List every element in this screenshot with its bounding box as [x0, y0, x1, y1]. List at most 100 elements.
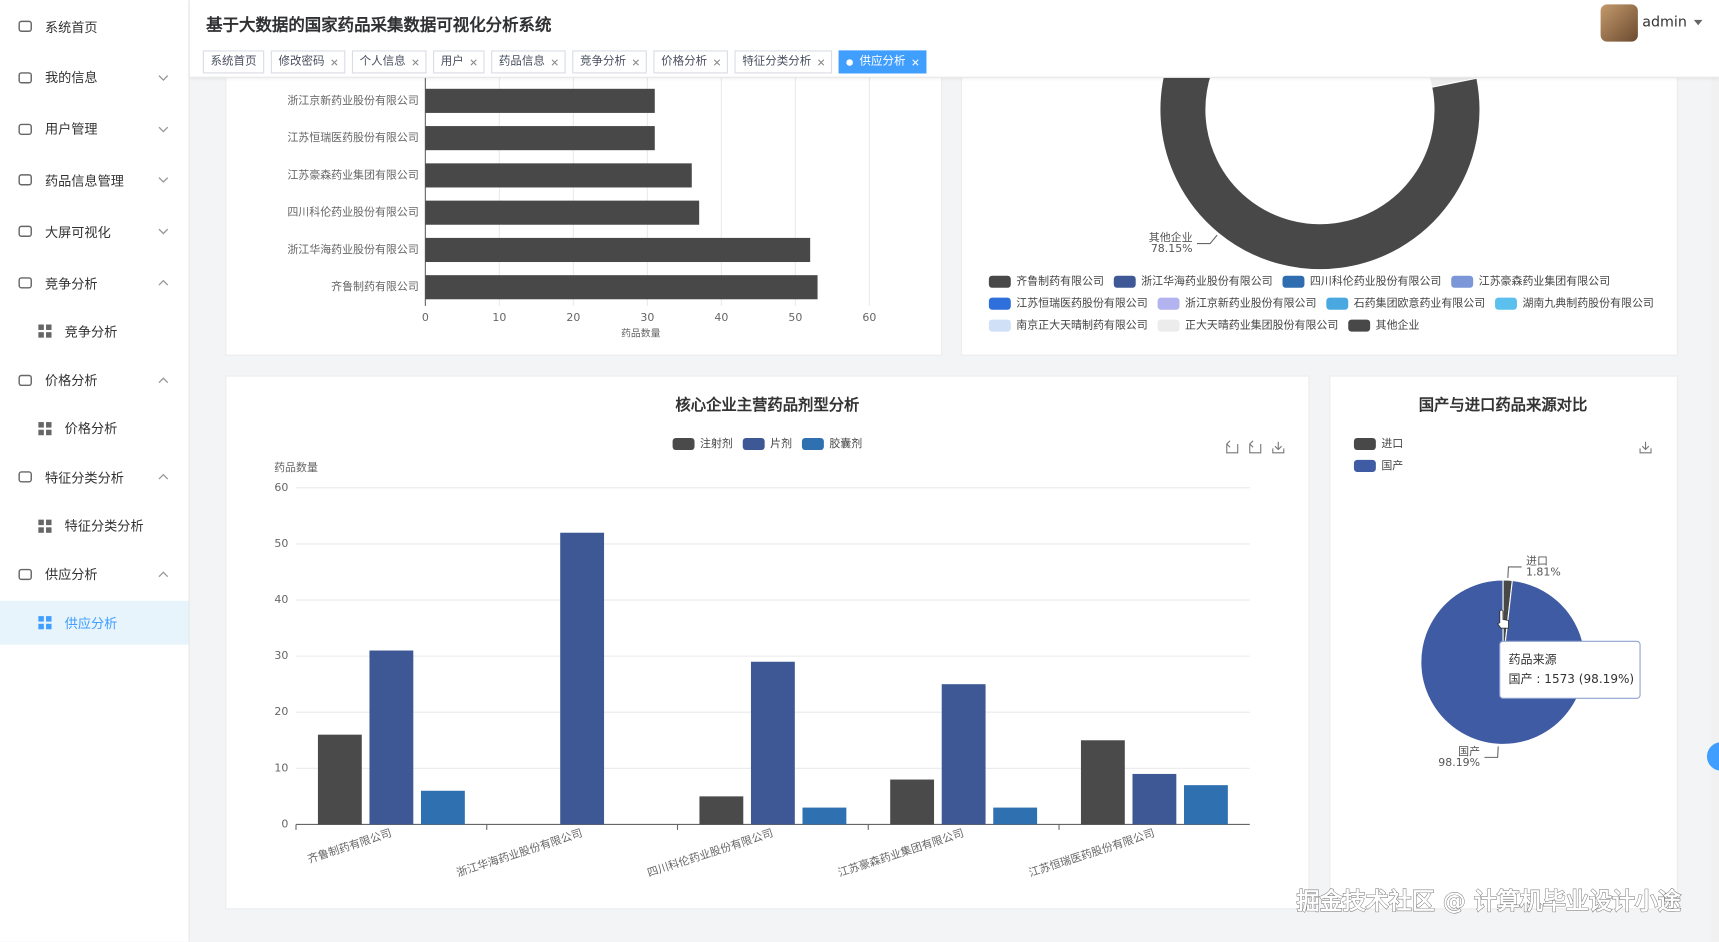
legend-swatch [988, 275, 1011, 288]
menu-label[interactable]: 药品信息管理 [44, 173, 124, 189]
bar [1132, 773, 1177, 825]
legend-label: 江苏恒瑞医药股份有限公司 [1016, 296, 1147, 310]
tab-label[interactable]: 系统首页 [210, 54, 257, 68]
watermark: 掘金技术社区 @ 计算机毕业设计小途 [1297, 888, 1682, 915]
icon-part [18, 71, 32, 84]
menu-label[interactable]: 我的信息 [44, 70, 98, 86]
menu-item[interactable]: 竞争分析 [0, 261, 189, 305]
tab[interactable]: 药品信息 [491, 50, 566, 74]
user-menu[interactable]: admin [1642, 14, 1703, 31]
close-icon [713, 58, 721, 66]
tab[interactable]: 特征分类分析 [734, 50, 833, 74]
menu-item[interactable]: 价格分析 [0, 407, 189, 451]
menu-icon [38, 324, 52, 338]
icon-part [18, 20, 32, 32]
menu-label[interactable]: 价格分析 [64, 421, 118, 437]
tab-label[interactable]: 用户 [440, 54, 464, 68]
chevron [158, 571, 169, 577]
legend-swatch [1282, 275, 1305, 288]
x-axis-label: 药品数量 [621, 326, 661, 339]
icon-part [38, 429, 44, 436]
menu-item[interactable]: 我的信息 [0, 56, 189, 100]
avatar[interactable] [1600, 4, 1638, 42]
tab-close[interactable] [632, 58, 640, 66]
tab[interactable]: 系统首页 [202, 50, 265, 74]
tab-close[interactable] [412, 58, 419, 66]
menu-label[interactable]: 系统首页 [44, 19, 98, 35]
tab-close[interactable] [912, 58, 919, 66]
slice-label: 国产 [1458, 744, 1480, 758]
menu-label[interactable]: 供应分析 [64, 615, 118, 632]
tab-bar: 系统首页 修改密码 个人信息 用户 药品信息 竞争分析 价格分析 特征分类分析 供应分析 [202, 50, 933, 74]
menu-item[interactable]: 特征分类分析 [0, 455, 189, 499]
menu-label[interactable]: 大屏可视化 [44, 224, 111, 240]
toolbox-icon[interactable] [1249, 440, 1262, 454]
menu-label[interactable]: 供应分析 [44, 567, 98, 583]
x-tick-label: 0 [422, 311, 429, 324]
tab[interactable]: 价格分析 [653, 50, 728, 74]
legend-label: 胶囊剂 [829, 436, 862, 450]
card [960, 43, 1678, 356]
chevron [158, 126, 169, 133]
bar [1080, 740, 1125, 825]
legend-label: 片剂 [770, 436, 792, 450]
legend-label: 江苏豪森药业集团有限公司 [1479, 274, 1610, 288]
user-name[interactable]: admin [1642, 14, 1687, 31]
tab-label[interactable]: 特征分类分析 [742, 54, 812, 68]
x-tick-label: 60 [862, 311, 876, 324]
tab-close[interactable] [470, 58, 477, 66]
menu-item[interactable]: 供应分析 [0, 552, 189, 596]
icon-part [46, 616, 52, 622]
bar [699, 796, 744, 825]
y-tick-label: 60 [274, 481, 288, 494]
tab-label[interactable]: 个人信息 [359, 54, 406, 68]
menu-icon [38, 421, 52, 436]
side-button[interactable] [1706, 742, 1719, 771]
menu-item[interactable]: 价格分析 [0, 358, 189, 402]
bar [1184, 785, 1228, 825]
toolbox-icon[interactable] [1272, 441, 1285, 454]
tab[interactable]: 个人信息 [351, 50, 427, 74]
menu-label[interactable]: 竞争分析 [64, 324, 118, 340]
bar [317, 734, 362, 825]
menu-item[interactable]: 用户管理 [0, 107, 189, 151]
tab-label[interactable]: 修改密码 [278, 54, 325, 68]
menu-label[interactable]: 用户管理 [44, 121, 98, 138]
menu-item[interactable]: 药品信息管理 [0, 158, 189, 202]
tab[interactable]: 用户 [433, 50, 485, 74]
menu-label[interactable]: 特征分类分析 [64, 518, 144, 534]
y-tick-label: 四川科伦药业股份有限公司 [287, 205, 418, 219]
label-line [1507, 566, 1522, 578]
tab-label[interactable]: 价格分析 [661, 54, 708, 68]
menu-label[interactable]: 特征分类分析 [44, 469, 124, 486]
menu-item[interactable]: 系统首页 [0, 4, 189, 48]
menu-icon [18, 374, 32, 386]
tab-label[interactable]: 供应分析 [859, 54, 906, 68]
tab[interactable]: 供应分析 [838, 50, 927, 74]
cursor [1496, 609, 1509, 629]
menu-item[interactable]: 大屏可视化 [0, 210, 189, 254]
app-title: 基于大数据的国家药品采集数据可视化分析系统 [206, 15, 552, 36]
caret [1693, 19, 1703, 25]
toolbox-icon[interactable] [1639, 441, 1652, 454]
tab[interactable]: 竞争分析 [572, 50, 647, 74]
menu-label[interactable]: 价格分析 [44, 372, 98, 389]
icon-part [38, 616, 44, 622]
toolbox-icon[interactable] [1225, 440, 1239, 454]
x-tick-label: 30 [640, 311, 654, 324]
icon-part [38, 332, 44, 338]
tab-label[interactable]: 药品信息 [498, 54, 545, 68]
legend-label: 注射剂 [700, 436, 733, 450]
tab-label[interactable]: 竞争分析 [579, 54, 626, 68]
tab-close[interactable] [713, 58, 721, 66]
menu-label[interactable]: 竞争分析 [44, 275, 98, 292]
tab-close[interactable] [551, 58, 558, 66]
menu-item[interactable]: 特征分类分析 [0, 504, 189, 548]
tab-close[interactable] [818, 58, 825, 66]
menu-item[interactable]: 竞争分析 [0, 309, 189, 353]
tab-close[interactable] [331, 58, 338, 66]
menu-item[interactable]: 供应分析 [0, 600, 189, 645]
tab[interactable]: 修改密码 [270, 50, 346, 74]
bar [425, 200, 700, 225]
close-icon [551, 58, 558, 66]
